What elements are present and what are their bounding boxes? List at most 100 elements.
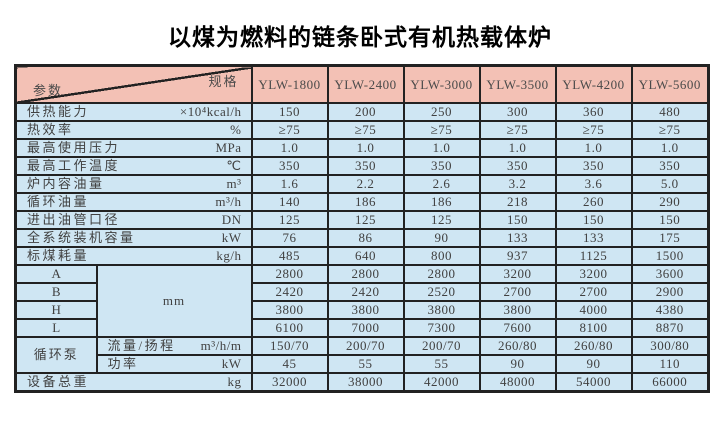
table-row-标煤耗量: 标煤耗量 kg/h 485 640 800 937 1125 1500: [14, 246, 710, 266]
value-cell: 45: [250, 354, 329, 374]
value-cell: 42000: [402, 372, 481, 393]
param-cell: 热效率%: [14, 120, 253, 140]
value-cell: 7300: [402, 318, 481, 338]
column-header-YLW-2400: YLW-2400: [326, 64, 405, 104]
param-row-inner: 最高工作温度 ℃: [18, 158, 250, 173]
value-cell: 200/70: [402, 336, 481, 356]
param-name: 全系统装机容量: [27, 230, 136, 245]
value-cell: 32000: [250, 372, 329, 393]
value-cell: 2800: [402, 264, 481, 284]
value-cell: 4380: [630, 300, 710, 320]
param-cell: 进出油管口径 DN: [14, 210, 253, 230]
param-name: 炉内容油量: [27, 176, 105, 191]
value-cell: 140: [250, 192, 329, 212]
value-cell: 5.0: [630, 174, 710, 194]
param-unit: ℃: [226, 158, 242, 173]
value-cell: 250: [402, 102, 481, 122]
value-cell: 48000: [478, 372, 557, 393]
value-cell: 3.2: [478, 174, 557, 194]
value-cell: 2700: [478, 282, 557, 302]
value-cell: 260/80: [478, 336, 557, 356]
value-cell: 1500: [630, 246, 710, 266]
column-header-YLW-3000: YLW-3000: [402, 64, 481, 104]
param-name: 最高使用压力: [27, 140, 121, 155]
value-cell: 3800: [478, 300, 557, 320]
value-cell: 1.0: [402, 138, 481, 158]
value-cell: 2800: [326, 264, 405, 284]
param-unit: m³/h/m: [200, 338, 242, 353]
value-cell: 300/80: [630, 336, 710, 356]
value-cell: 350: [402, 156, 481, 176]
param-name: 热效率: [27, 122, 74, 137]
value-cell: 1.6: [250, 174, 329, 194]
pump-param-cell: 功率 kW: [95, 354, 253, 374]
param-unit: m³/h: [215, 194, 242, 209]
value-cell: 2.2: [326, 174, 405, 194]
param-name: 功率: [107, 356, 139, 371]
param-name: 进出油管口径: [27, 212, 121, 227]
value-cell: 7600: [478, 318, 557, 338]
param-cell: 供热能力 ×10⁴kcal/h: [14, 102, 253, 122]
dimension-label: L: [14, 318, 98, 338]
table-row-流量/扬程: 循环泵 流量/扬程 m³/h/m 150/70 200/70 200/70 260/80 26…: [14, 336, 710, 374]
value-cell: 6100: [250, 318, 329, 338]
value-cell: 3.6: [554, 174, 633, 194]
table-row-全系统装机容量: 全系统装机容量 kW 76 86 90 133 133 175: [14, 228, 710, 248]
value-cell: 150: [478, 210, 557, 230]
param-header-label: 参数: [33, 83, 64, 98]
param-row-inner: 最高使用压力 MPa: [18, 140, 250, 155]
page-title: 以煤为燃料的链条卧式有机热载体炉: [168, 24, 552, 50]
value-cell: 4000: [554, 300, 633, 320]
value-cell: 55: [402, 354, 481, 374]
param-cell: 全系统装机容量 kW: [14, 228, 253, 248]
value-cell: 110: [630, 354, 710, 374]
pump-group-label: 循环泵: [14, 336, 98, 374]
param-row-inner: 炉内容油量 m³: [18, 176, 250, 191]
value-cell: 1.0: [250, 138, 329, 158]
value-cell: 54000: [554, 372, 633, 393]
param-row-inner: 热效率%: [18, 122, 250, 137]
param-unit: kg/h: [216, 248, 242, 263]
value-cell: ≥75: [250, 120, 329, 140]
value-cell: 150/70: [250, 336, 329, 356]
value-cell: 360: [554, 102, 633, 122]
corner-header-cell: 规格 参数: [14, 64, 253, 104]
table-row-最高使用压力: 最高使用压力 MPa 1.0 1.0 1.0 1.0 1.0 1.0: [14, 138, 710, 158]
param-row-inner: 标煤耗量 kg/h: [18, 248, 250, 263]
column-header-YLW-4200: YLW-4200: [554, 64, 633, 104]
value-cell: 1125: [554, 246, 633, 266]
value-cell: 175: [630, 228, 710, 248]
value-cell: 150: [250, 102, 329, 122]
value-cell: 7000: [326, 318, 405, 338]
value-cell: 150: [554, 210, 633, 230]
value-cell: 3200: [554, 264, 633, 284]
param-unit: kW: [221, 356, 242, 371]
param-name: 最高工作温度: [27, 158, 121, 173]
value-cell: ≥75: [326, 120, 405, 140]
param-name: 标煤耗量: [27, 248, 90, 263]
table-row-供热能力: 供热能力 ×10⁴kcal/h 150 200 250 300 360 480: [14, 102, 710, 122]
param-unit: ×10⁴kcal/h: [179, 104, 242, 119]
param-name: 循环油量: [27, 194, 90, 209]
value-cell: 1.0: [630, 138, 710, 158]
value-cell: 90: [402, 228, 481, 248]
value-cell: 350: [554, 156, 633, 176]
value-cell: 55: [326, 354, 405, 374]
value-cell: 350: [326, 156, 405, 176]
value-cell: 260/80: [554, 336, 633, 356]
value-cell: 8870: [630, 318, 710, 338]
value-cell: ≥75: [478, 120, 557, 140]
value-cell: 2420: [326, 282, 405, 302]
param-unit: %: [230, 122, 242, 137]
param-unit: DN: [221, 212, 242, 227]
table-row-L: L 6100 7000 7300 7600 8100 8870: [14, 318, 710, 338]
param-cell: 标煤耗量 kg/h: [14, 246, 253, 266]
value-cell: 350: [250, 156, 329, 176]
table-row-设备总重: 设备总重 kg 32000 38000 42000 48000 54000 66000: [14, 372, 710, 393]
value-cell: 480: [630, 102, 710, 122]
value-cell: 3600: [630, 264, 710, 284]
dimension-unit: mm: [95, 264, 253, 338]
value-cell: 125: [326, 210, 405, 230]
value-cell: 133: [554, 228, 633, 248]
